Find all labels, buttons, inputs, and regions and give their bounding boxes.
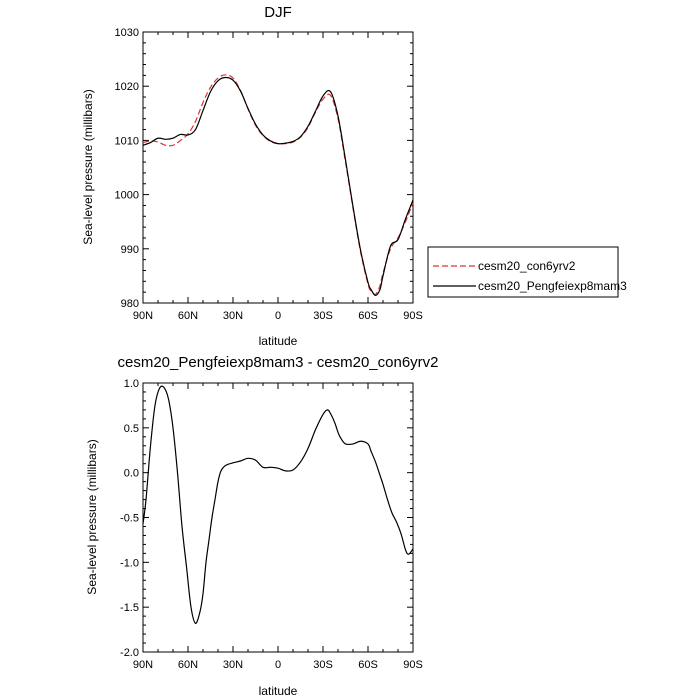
bottom-panel: cesm20_Pengfeiexp8mam3 - cesm20_con6yrv2… (85, 354, 439, 698)
bottom-x-axis-label: latitude (259, 684, 298, 698)
legend-box (427, 246, 619, 298)
bottom-y-axis-label: Sea-level pressure (millibars) (85, 439, 99, 594)
bottom-panel-title: cesm20_Pengfeiexp8mam3 - cesm20_con6yrv2 (118, 354, 439, 371)
x-tick-label: 90N (133, 310, 153, 322)
x-tick-label: 90S (403, 310, 423, 322)
x-tick-label: 60S (358, 659, 378, 671)
y-tick-label: 990 (121, 244, 139, 256)
y-tick-label: 1.0 (124, 378, 139, 390)
bottom-y-tick-labels: -2.0 -1.5 -1.0 -0.5 0.0 0.5 1.0 (120, 378, 139, 659)
legend-label-pengfeiexp8mam3: cesm20_Pengfeiexp8mam3 (478, 279, 627, 293)
bottom-plot-frame (142, 382, 414, 653)
y-tick-label: -2.0 (120, 647, 139, 659)
top-y-axis-label: Sea-level pressure (millibars) (81, 89, 95, 244)
y-tick-label: -1.0 (120, 557, 139, 569)
x-tick-label: 0 (275, 659, 281, 671)
y-tick-label: 1000 (115, 190, 139, 202)
x-tick-label: 30S (313, 659, 333, 671)
top-series-lines (142, 74, 414, 297)
top-tick-marks (142, 31, 414, 304)
x-tick-label: 0 (275, 310, 281, 322)
bottom-tick-marks (142, 382, 414, 653)
y-tick-label: 980 (121, 298, 139, 310)
y-tick-label: 0.0 (124, 468, 139, 480)
y-tick-label: -0.5 (120, 513, 139, 525)
y-tick-label: -1.5 (120, 602, 139, 614)
x-tick-label: 90S (403, 659, 423, 671)
series-line-cesm20-con6yrv2 (142, 74, 414, 296)
x-tick-label: 60N (178, 659, 198, 671)
series-line-cesm20-pengfeiexp8mam3 (142, 76, 414, 297)
series-line-1-0 (142, 385, 414, 624)
x-tick-label: 30S (313, 310, 333, 322)
x-tick-label: 30N (223, 659, 243, 671)
bottom-series-lines (142, 385, 414, 624)
y-tick-label: 1030 (115, 27, 139, 39)
top-plot-frame (142, 31, 414, 304)
y-tick-label: 1010 (115, 135, 139, 147)
x-tick-label: 60S (358, 310, 378, 322)
y-tick-label: 1020 (115, 81, 139, 93)
x-tick-label: 60N (178, 310, 198, 322)
x-tick-label: 30N (223, 310, 243, 322)
top-legend: cesm20_con6yrv2 cesm20_Pengfeiexp8mam3 (427, 246, 627, 298)
top-y-tick-labels: 980 990 1000 1010 1020 1030 (115, 27, 139, 310)
top-panel: DJF 980 990 1000 1010 1020 1030 90N 60N 30N 0 30S… (81, 4, 627, 348)
legend-label-con6yrv2: cesm20_con6yrv2 (478, 259, 576, 273)
top-x-tick-labels: 90N 60N 30N 0 30S 60S 90S (133, 310, 423, 322)
x-tick-label: 90N (133, 659, 153, 671)
top-panel-title: DJF (264, 4, 292, 21)
y-tick-label: 0.5 (124, 423, 139, 435)
top-x-axis-label: latitude (259, 334, 298, 348)
bottom-x-tick-labels: 90N 60N 30N 0 30S 60S 90S (133, 659, 423, 671)
